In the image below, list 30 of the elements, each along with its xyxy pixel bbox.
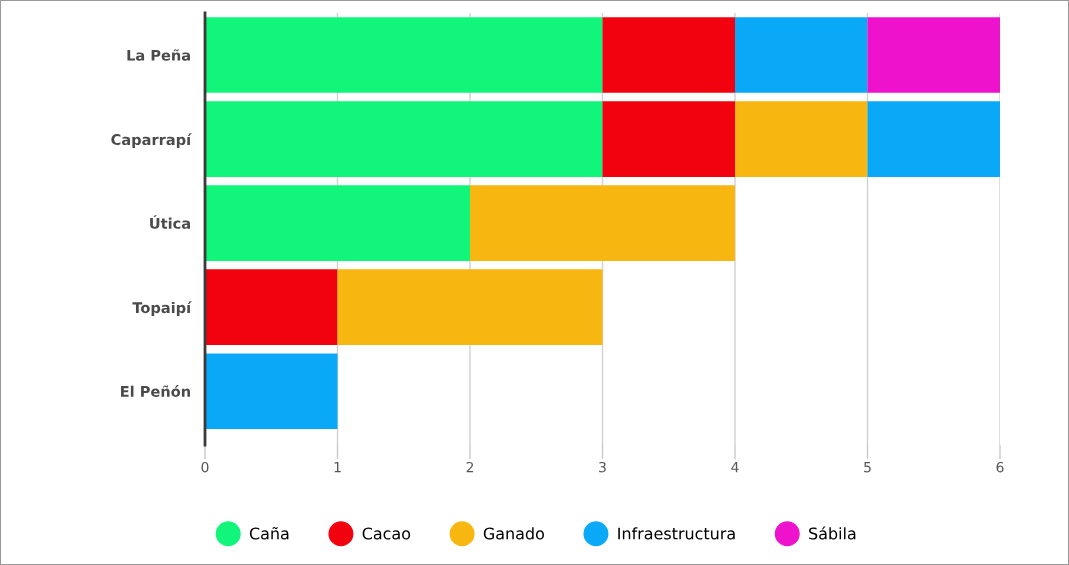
bar <box>205 185 470 261</box>
bar <box>735 17 868 93</box>
y-tick-label: Útica <box>150 215 190 229</box>
bar <box>602 101 735 177</box>
x-tick-label: 5 <box>864 462 871 473</box>
x-tick-label: 2 <box>466 461 474 473</box>
x-tick-label: 3 <box>599 461 606 473</box>
bar <box>337 269 603 345</box>
x-tick-label: 0 <box>201 461 209 473</box>
legend-label: Cacao <box>362 527 411 540</box>
legend-label: Ganado <box>483 527 544 540</box>
bar <box>205 269 338 345</box>
bar <box>205 17 603 93</box>
x-tick-label: 1 <box>334 462 341 473</box>
legend-label: Caña <box>249 526 289 540</box>
bar <box>205 353 338 430</box>
bar <box>602 17 735 93</box>
bar <box>205 101 603 177</box>
y-tick-label: La Peña <box>127 49 190 61</box>
legend-label: Sábila <box>809 526 856 540</box>
y-tick-label: Topaipí <box>132 301 192 317</box>
x-tick-label: 6 <box>996 461 1004 473</box>
bar <box>470 185 735 261</box>
bar <box>735 101 868 177</box>
legend-label: Infraestructura <box>618 527 735 540</box>
y-tick-label: Caparrapí <box>111 133 192 148</box>
bar <box>867 101 1000 177</box>
y-tick-label: El Peñón <box>121 385 190 397</box>
x-tick-label: 4 <box>731 462 739 473</box>
bar <box>867 17 1000 93</box>
